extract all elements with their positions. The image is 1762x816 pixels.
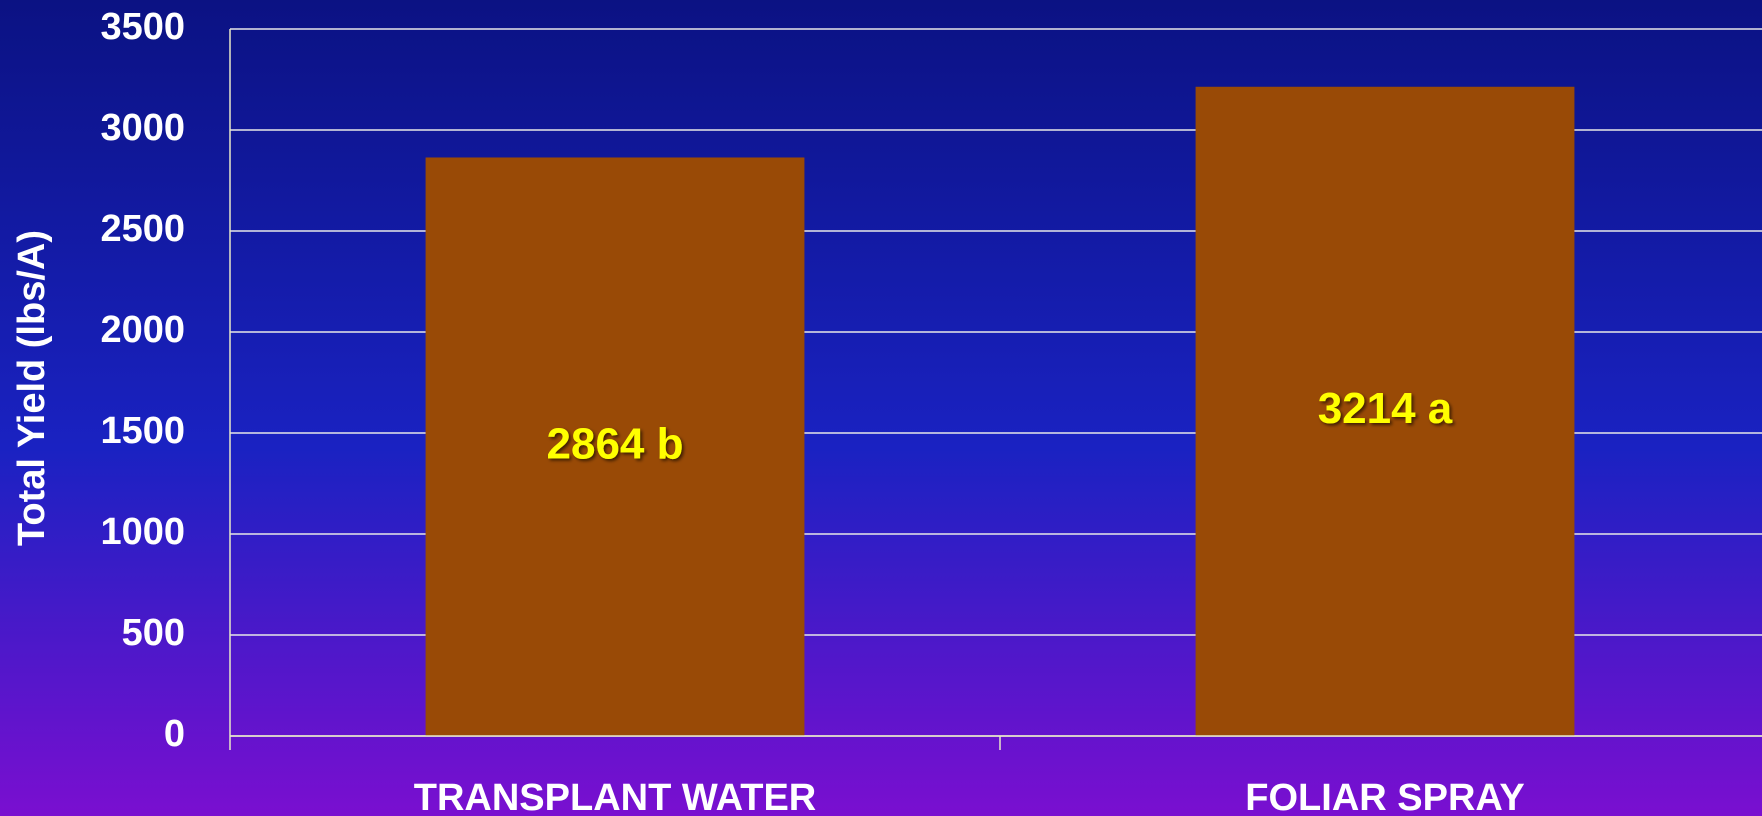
value-label: 3214 a: [1318, 384, 1453, 433]
category-label: FOLIAR SPRAY: [1245, 777, 1524, 816]
bar: [425, 157, 805, 737]
y-tick-label: 0: [164, 713, 185, 755]
y-tick-label: 2000: [100, 309, 185, 351]
y-tick-label: 1000: [100, 511, 185, 553]
y-tick-label: 500: [122, 612, 185, 654]
value-label: 2864 b: [547, 419, 684, 468]
category-label: TRANSPLANT WATER: [414, 777, 817, 816]
y-axis-label: Total Yield (lbs/A): [11, 230, 53, 546]
y-tick-label: 2500: [100, 208, 185, 250]
y-tick-label: 1500: [100, 410, 185, 452]
bar: [1195, 86, 1575, 737]
y-tick-label: 3500: [100, 6, 185, 48]
y-tick-label: 3000: [100, 107, 185, 149]
